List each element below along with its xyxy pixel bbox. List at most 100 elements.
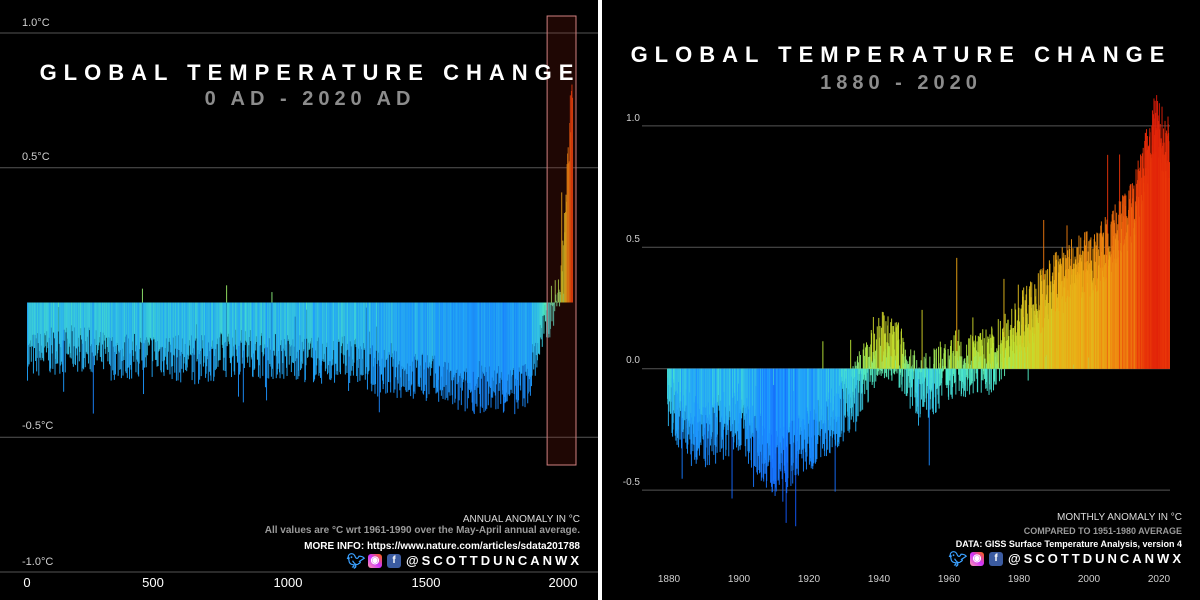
bar <box>361 302 363 350</box>
bar <box>958 368 960 391</box>
bar <box>773 368 775 484</box>
bar <box>527 302 529 404</box>
bar <box>971 368 973 381</box>
bar <box>877 367 879 369</box>
bar <box>914 355 916 369</box>
bar <box>130 302 132 365</box>
bar <box>399 302 401 391</box>
bar <box>188 302 190 356</box>
bar <box>300 302 302 362</box>
bar <box>134 302 136 334</box>
bar <box>184 302 186 358</box>
bar <box>154 302 156 352</box>
bar <box>964 358 966 369</box>
bar <box>852 368 854 392</box>
bar <box>446 302 448 398</box>
bar <box>97 302 99 354</box>
bar <box>90 302 92 372</box>
bar <box>904 368 906 394</box>
bar <box>153 302 155 338</box>
bar <box>328 302 330 366</box>
bar <box>447 302 449 401</box>
bar <box>1024 324 1026 369</box>
bar <box>901 353 903 369</box>
bar <box>201 302 203 336</box>
bar <box>424 302 426 385</box>
bar <box>70 302 72 354</box>
right-xtick-label: 1980 <box>1007 574 1031 585</box>
bar <box>37 302 39 344</box>
bar <box>933 368 935 384</box>
bar <box>990 368 992 393</box>
bar <box>35 302 37 361</box>
bar <box>323 302 325 354</box>
bar <box>877 368 879 372</box>
bar <box>545 302 547 322</box>
bar <box>344 302 346 375</box>
bar <box>968 338 970 369</box>
bar <box>552 302 554 306</box>
bar <box>230 302 232 363</box>
bar <box>562 240 564 303</box>
bar <box>312 302 314 359</box>
bar <box>369 302 371 355</box>
bar <box>1009 329 1011 369</box>
right-ytick-label: 0.0 <box>626 355 640 366</box>
bar <box>681 368 683 479</box>
bar <box>358 302 360 360</box>
bar <box>569 123 571 303</box>
bar <box>148 302 150 346</box>
bar <box>921 368 923 373</box>
bar <box>352 302 354 376</box>
bar <box>1029 286 1031 369</box>
bar <box>876 326 878 369</box>
bar <box>82 302 84 344</box>
bar <box>886 357 888 369</box>
bar <box>131 302 133 379</box>
bar <box>352 302 354 360</box>
bar <box>907 368 909 377</box>
bar <box>888 347 890 369</box>
bar <box>212 302 214 341</box>
left-reference-note: All values are °C wrt 1961-1990 over the… <box>264 525 580 536</box>
bar <box>43 302 45 348</box>
bar <box>862 368 864 410</box>
bar <box>542 302 544 316</box>
bar <box>854 361 856 369</box>
bar <box>67 302 69 355</box>
bar <box>399 302 401 378</box>
bar <box>891 368 893 381</box>
bar <box>80 302 82 340</box>
bar <box>63 302 65 330</box>
bar <box>298 302 300 350</box>
bar <box>36 302 38 358</box>
bar <box>106 302 108 338</box>
bar <box>1001 340 1003 369</box>
bar <box>537 302 539 344</box>
bar <box>327 302 329 375</box>
bar <box>320 302 322 378</box>
bar <box>885 321 887 369</box>
bar <box>390 302 392 393</box>
bar <box>434 302 436 374</box>
social-handle: @SCOTTDUNCANWX <box>406 553 582 568</box>
bar <box>308 302 310 343</box>
bar <box>441 302 443 391</box>
bar <box>874 350 876 369</box>
bar <box>144 302 146 368</box>
bar <box>214 302 216 371</box>
bar <box>960 341 962 369</box>
bar <box>1024 347 1026 369</box>
bar <box>60 302 62 362</box>
bar <box>173 302 175 355</box>
bar <box>858 368 860 393</box>
bar <box>527 302 529 394</box>
bar <box>427 302 429 368</box>
bar <box>191 302 193 381</box>
bar <box>62 302 64 372</box>
bar <box>368 302 370 371</box>
bar <box>187 302 189 355</box>
bar <box>450 302 452 371</box>
bar <box>953 368 955 384</box>
bar <box>373 302 375 358</box>
